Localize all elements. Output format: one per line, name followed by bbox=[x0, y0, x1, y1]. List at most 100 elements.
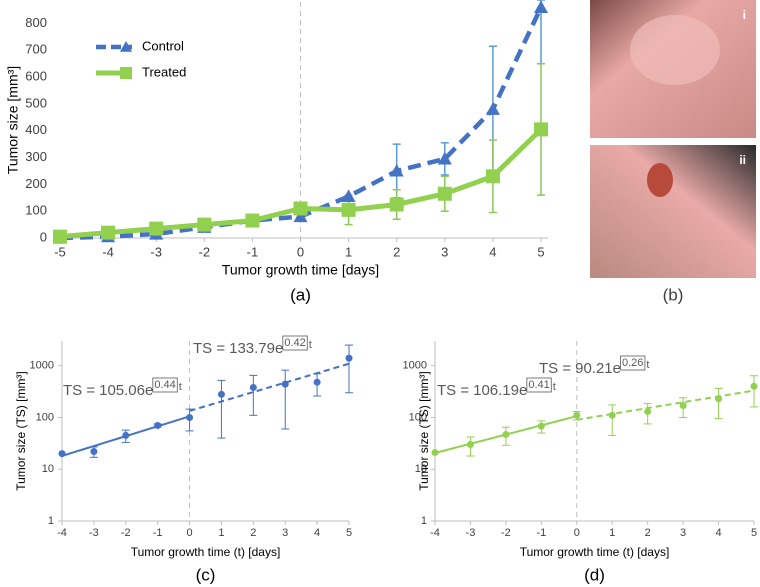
marker bbox=[389, 197, 404, 212]
y-tick-label: 1000 bbox=[403, 360, 427, 372]
x-tick-label: -2 bbox=[199, 244, 211, 259]
x-tick-label: 0 bbox=[574, 527, 580, 539]
marker bbox=[293, 209, 308, 223]
marker bbox=[58, 450, 66, 458]
x-tick-label: 3 bbox=[282, 527, 288, 539]
panel-label: (c) bbox=[196, 565, 216, 584]
fit-exponent: 0.41 bbox=[528, 379, 549, 391]
marker bbox=[750, 382, 758, 390]
fit-exponent: 0.26 bbox=[622, 357, 643, 369]
exponent-box bbox=[526, 377, 552, 393]
y-tick-label: 10 bbox=[415, 463, 427, 475]
y-tick-label: 600 bbox=[25, 69, 47, 84]
x-tick-label: -1 bbox=[247, 244, 259, 259]
x-tick-label: 1 bbox=[218, 527, 224, 539]
marker bbox=[149, 221, 164, 236]
fit-base: e bbox=[145, 382, 153, 399]
marker bbox=[154, 421, 162, 429]
exponent-box bbox=[152, 377, 178, 393]
y-tick-label: 100 bbox=[409, 411, 427, 423]
marker bbox=[534, 0, 548, 13]
marker bbox=[120, 41, 132, 52]
marker bbox=[101, 225, 116, 240]
x-tick-label: 0 bbox=[186, 527, 192, 539]
wound bbox=[647, 163, 673, 197]
x-tick-label: 2 bbox=[393, 244, 400, 259]
marker bbox=[715, 395, 723, 403]
marker bbox=[679, 402, 687, 410]
fit-variable: t bbox=[646, 359, 649, 371]
fit-label: TS = bbox=[437, 382, 469, 399]
x-tick-label: 5 bbox=[346, 527, 352, 539]
y-tick-label: 300 bbox=[25, 149, 47, 164]
y-tick-label: 1000 bbox=[30, 360, 54, 372]
x-tick-label: 2 bbox=[250, 527, 256, 539]
marker bbox=[466, 441, 474, 449]
exponent-box bbox=[282, 335, 308, 351]
fit-base: e bbox=[613, 360, 621, 377]
x-tick-label: -1 bbox=[153, 527, 163, 539]
y-tick-label: 100 bbox=[36, 411, 54, 423]
fit-variable: t bbox=[309, 339, 312, 351]
panel-label: (d) bbox=[584, 565, 605, 584]
marker bbox=[573, 411, 581, 419]
marker bbox=[245, 213, 260, 228]
y-axis-title: Tumor size (TS) [mm³] bbox=[14, 371, 28, 491]
marker bbox=[502, 430, 510, 438]
x-tick-label: 3 bbox=[441, 244, 448, 259]
exponent-box bbox=[620, 355, 646, 371]
x-tick-label: 4 bbox=[314, 527, 320, 539]
marker bbox=[120, 67, 132, 79]
marker bbox=[281, 380, 289, 388]
fit-label: TS = bbox=[193, 340, 225, 357]
x-tick-label: -1 bbox=[536, 527, 546, 539]
marker bbox=[249, 383, 257, 391]
fit-label: TS = bbox=[539, 360, 571, 377]
x-tick-label: 0 bbox=[297, 244, 304, 259]
x-tick-label: 1 bbox=[609, 527, 615, 539]
marker bbox=[534, 122, 548, 137]
marker bbox=[345, 354, 353, 362]
marker bbox=[293, 201, 308, 216]
x-tick-label: 5 bbox=[537, 244, 544, 259]
x-tick-label: -3 bbox=[89, 527, 99, 539]
x-tick-label: -4 bbox=[102, 244, 114, 259]
y-axis-title: Tumor size (TS) [mm³] bbox=[417, 371, 431, 491]
y-tick-label: 1 bbox=[48, 515, 54, 527]
y-tick-label: 0 bbox=[40, 229, 47, 244]
marker bbox=[537, 422, 545, 430]
x-tick-label: -2 bbox=[501, 527, 511, 539]
photo bbox=[590, 145, 756, 278]
x-tick-label: 5 bbox=[751, 527, 757, 539]
fit-exponent: 0.44 bbox=[154, 379, 175, 391]
y-tick-label: 500 bbox=[25, 95, 47, 110]
x-tick-label: 2 bbox=[645, 527, 651, 539]
x-tick-label: -3 bbox=[150, 244, 162, 259]
x-tick-label: -2 bbox=[121, 527, 131, 539]
y-tick-label: 200 bbox=[25, 176, 47, 191]
marker bbox=[437, 151, 452, 165]
x-tick-label: 1 bbox=[345, 244, 352, 259]
marker bbox=[186, 413, 194, 421]
x-tick-label: -4 bbox=[57, 527, 67, 539]
fit-base: e bbox=[519, 382, 527, 399]
x-axis-title: Tumor growth time (t) [days] bbox=[131, 545, 281, 559]
marker bbox=[90, 448, 98, 456]
y-tick-label: 100 bbox=[25, 203, 47, 218]
marker bbox=[313, 378, 321, 386]
panel-label: (b) bbox=[663, 285, 684, 304]
x-tick-label: 4 bbox=[715, 527, 721, 539]
fit-label: TS = bbox=[63, 382, 95, 399]
x-axis-title: Tumor growth time (t) [days] bbox=[520, 545, 670, 559]
marker bbox=[217, 390, 225, 398]
fit-variable: t bbox=[179, 381, 182, 393]
photo-label: i bbox=[743, 8, 746, 22]
photo-label: ii bbox=[739, 153, 746, 167]
fit-variable: t bbox=[553, 381, 556, 393]
y-tick-label: 800 bbox=[25, 15, 47, 30]
fit-coefficient: 105.06 bbox=[99, 382, 145, 399]
x-tick-label: 4 bbox=[489, 244, 496, 259]
fit-exponent: 0.42 bbox=[284, 337, 305, 349]
legend-label: Treated bbox=[142, 64, 186, 79]
marker bbox=[485, 169, 500, 184]
